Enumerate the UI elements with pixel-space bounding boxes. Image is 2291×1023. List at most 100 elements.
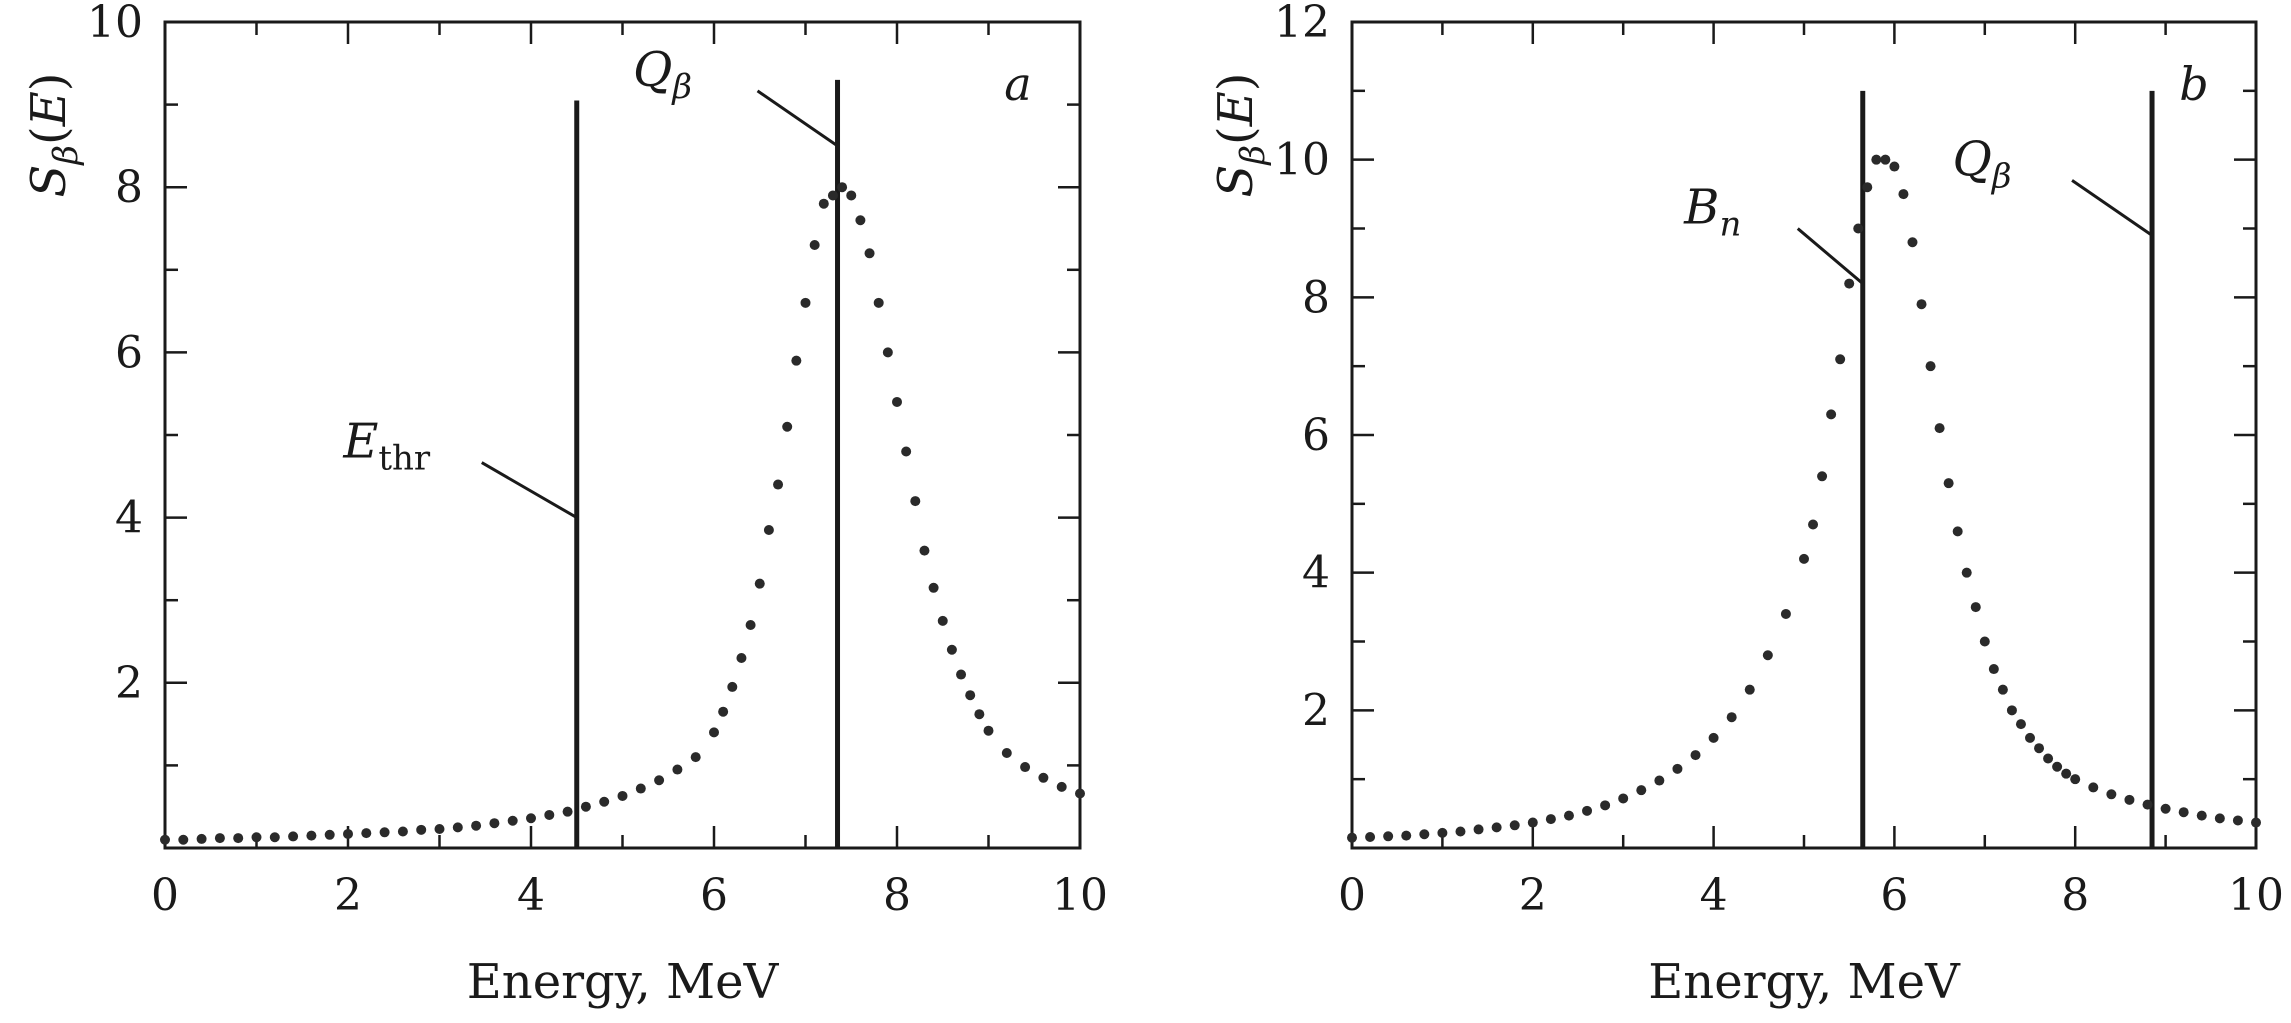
- data-point: [1582, 805, 1593, 816]
- data-point: [2178, 807, 2189, 818]
- data-point: [1780, 608, 1791, 619]
- data-point: [1961, 567, 1972, 578]
- y-tick-label: 6: [1302, 410, 1330, 461]
- data-point: [2070, 774, 2081, 785]
- data-point: [416, 824, 427, 835]
- marker-leader: [480, 461, 578, 519]
- x-tick-label: 8: [2061, 870, 2089, 921]
- data-point: [1835, 354, 1846, 365]
- marker-label: Qβ: [633, 42, 692, 107]
- data-point: [654, 775, 665, 786]
- data-point: [965, 690, 976, 701]
- data-point: [1862, 182, 1873, 193]
- data-point: [2142, 799, 2153, 810]
- panel-label: a: [1004, 57, 1031, 111]
- data-point: [1844, 278, 1855, 289]
- data-point: [1817, 471, 1828, 482]
- data-point: [2106, 789, 2117, 800]
- data-point: [763, 524, 774, 535]
- data-point: [507, 815, 518, 826]
- data-point: [791, 355, 802, 366]
- data-point: [2025, 732, 2035, 743]
- marker-leader: [756, 89, 839, 148]
- data-point: [1744, 684, 1755, 695]
- data-point: [1383, 831, 1394, 842]
- plot-frame: [1350, 20, 2258, 850]
- data-point: [754, 578, 765, 589]
- data-point: [946, 644, 957, 655]
- data-point: [617, 790, 628, 801]
- data-point: [1056, 781, 1067, 792]
- data-point: [306, 830, 317, 841]
- y-tick-label: 4: [115, 493, 143, 544]
- data-point: [1934, 423, 1945, 434]
- data-point: [1907, 237, 1918, 248]
- data-point: [1979, 636, 1990, 647]
- x-tick-label: 2: [334, 870, 362, 921]
- data-point: [818, 198, 829, 209]
- data-point: [2006, 705, 2017, 716]
- data-point: [1473, 824, 1484, 835]
- data-point: [919, 545, 930, 556]
- marker-leader: [1796, 227, 1864, 285]
- data-point: [718, 706, 729, 717]
- data-point: [1636, 785, 1647, 796]
- data-point: [846, 190, 857, 201]
- data-point: [1672, 763, 1683, 774]
- data-point: [2043, 753, 2054, 764]
- marker-label: Ethr: [342, 414, 431, 479]
- chart-panel-a: 0 2 4 6 8 10 2 4 6 8 10 Energy, MeV Sβ(E) a Ethr Qβ: [21, 0, 1108, 1010]
- data-point: [379, 827, 390, 838]
- y-tick-label: 10: [87, 0, 143, 48]
- marker-label: Qβ: [1953, 131, 2012, 196]
- data-point: [1527, 817, 1538, 828]
- data-point: [233, 833, 244, 844]
- data-point: [214, 833, 225, 844]
- data-point: [901, 446, 912, 457]
- data-point: [324, 829, 335, 840]
- data-point: [2160, 803, 2171, 814]
- data-point: [1889, 161, 1900, 172]
- data-point: [2015, 719, 2026, 730]
- data-point: [2124, 794, 2135, 805]
- data-point: [2232, 815, 2243, 826]
- x-tick-label: 6: [1880, 870, 1908, 921]
- data-point: [2214, 813, 2225, 824]
- data-point: [1618, 793, 1629, 804]
- data-point: [1075, 788, 1085, 799]
- data-point: [544, 809, 555, 820]
- data-point: [1600, 800, 1611, 811]
- data-point: [745, 619, 756, 630]
- x-tick-label: 10: [1052, 870, 1108, 921]
- data-point: [672, 764, 683, 775]
- data-point: [1943, 478, 1954, 489]
- data-point: [855, 215, 866, 226]
- data-point: [343, 828, 353, 839]
- data-point: [2196, 810, 2207, 821]
- data-point: [1970, 602, 1981, 613]
- data-point: [1925, 361, 1936, 372]
- x-axis-label: Energy, MeV: [467, 954, 780, 1010]
- data-point: [1419, 829, 1430, 840]
- data-point: [782, 421, 793, 432]
- data-point: [269, 832, 280, 843]
- y-axis-label: Sβ(E): [1208, 72, 1273, 197]
- data-point: [873, 297, 884, 308]
- data-point: [2034, 743, 2045, 754]
- data-point: [837, 182, 848, 193]
- data-point: [580, 801, 591, 812]
- data-point: [1799, 553, 1809, 564]
- x-tick-label: 2: [1519, 870, 1547, 921]
- x-tick-label: 6: [700, 870, 728, 921]
- data-point: [882, 347, 893, 358]
- y-tick-label: 2: [1302, 685, 1330, 736]
- data-point: [864, 248, 875, 259]
- data-point: [452, 822, 463, 833]
- data-point: [974, 709, 985, 720]
- data-point: [251, 832, 262, 843]
- panel-label: b: [2179, 57, 2208, 111]
- data-point: [1762, 650, 1773, 661]
- data-point: [288, 831, 299, 842]
- data-point: [635, 783, 646, 794]
